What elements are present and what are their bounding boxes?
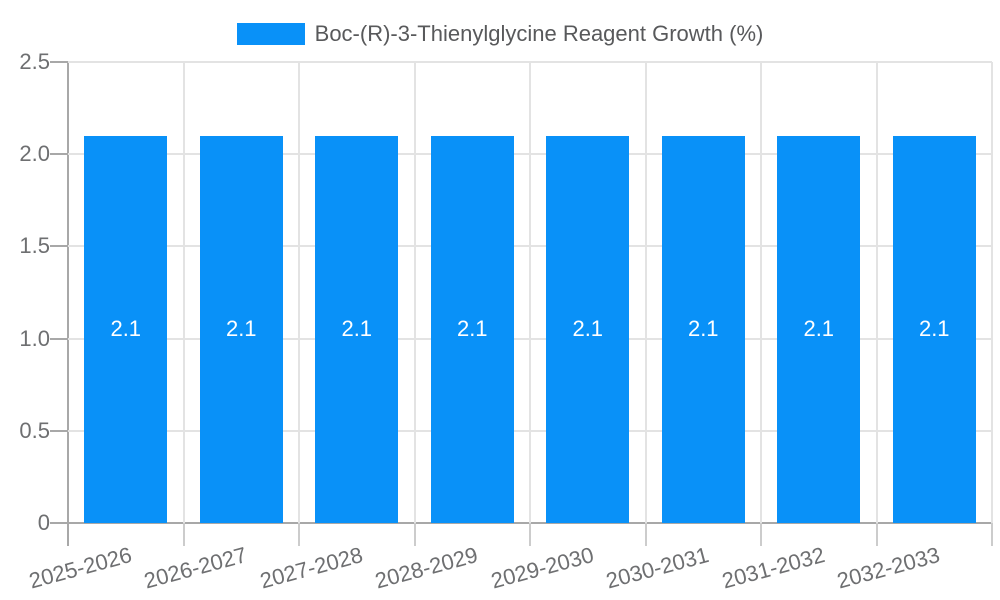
x-axis-tick-label: 2031-2032 xyxy=(718,542,827,594)
x-axis-tick xyxy=(529,523,531,546)
bar-value-label: 2.1 xyxy=(225,316,257,342)
y-axis-tick xyxy=(50,522,68,524)
bar-value-label: 2.1 xyxy=(456,316,488,342)
y-axis-tick xyxy=(50,337,68,340)
y-axis-tick-label: 2.0 xyxy=(19,141,50,167)
x-axis-tick-label: 2032-2033 xyxy=(834,542,943,594)
bar-value-label: 2.1 xyxy=(918,316,950,342)
y-axis-tick-label: 1.5 xyxy=(19,233,50,259)
x-axis-tick-label: 2027-2028 xyxy=(256,542,365,594)
legend-label: Boc-(R)-3-Thienylglycine Reagent Growth … xyxy=(314,21,764,46)
bar-value-label: 2.1 xyxy=(687,316,719,342)
y-axis-tick xyxy=(50,429,68,432)
y-axis-tick-label: 0.5 xyxy=(19,417,50,443)
x-axis-tick xyxy=(644,523,647,546)
x-axis-tick xyxy=(182,523,185,546)
plot-area: 2.1 2.1 2.1 2.1 2.1 2.1 2.1 2.1 xyxy=(68,61,993,523)
x-gridline xyxy=(760,62,762,523)
bar-value-label: 2.1 xyxy=(341,316,373,342)
y-axis-tick xyxy=(50,245,68,248)
bar[interactable] xyxy=(892,135,976,523)
y-axis-tick xyxy=(50,153,68,156)
legend-swatch xyxy=(236,23,305,45)
bar-value-label: 2.1 xyxy=(803,316,835,342)
bar[interactable] xyxy=(315,135,399,523)
chart-legend[interactable]: Boc-(R)-3-Thienylglycine Reagent Growth … xyxy=(0,21,1000,47)
x-axis-tick-label: 2025-2026 xyxy=(25,542,134,594)
y-axis-line xyxy=(67,62,69,546)
bar-value-label: 2.1 xyxy=(572,316,604,342)
bar[interactable] xyxy=(546,135,630,523)
x-gridline xyxy=(298,62,300,523)
x-axis-line xyxy=(50,522,992,524)
bar[interactable] xyxy=(430,135,514,523)
x-gridline xyxy=(875,62,878,523)
x-gridline xyxy=(529,62,531,523)
x-axis-tick-label: 2030-2031 xyxy=(603,542,712,594)
x-gridline xyxy=(413,62,416,523)
x-gridline xyxy=(991,62,993,523)
y-axis-tick-label: 0 xyxy=(37,510,50,535)
x-axis-tick-label: 2029-2030 xyxy=(487,542,596,594)
x-axis-tick xyxy=(298,523,300,546)
x-gridline xyxy=(182,62,185,523)
x-axis-tick-label: 2028-2029 xyxy=(372,542,481,594)
bar[interactable] xyxy=(777,135,861,523)
bar[interactable] xyxy=(199,135,283,523)
x-axis-tick xyxy=(875,523,878,546)
bar[interactable] xyxy=(661,135,745,523)
x-axis-tick xyxy=(991,523,993,546)
y-axis-tick-label: 1.0 xyxy=(19,325,50,351)
y-axis-tick xyxy=(50,61,68,63)
bar-value-label: 2.1 xyxy=(110,316,142,342)
x-axis-tick xyxy=(413,523,416,546)
y-axis-tick-label: 2.5 xyxy=(19,49,50,74)
x-axis-tick xyxy=(760,523,762,546)
x-axis-tick-label: 2026-2027 xyxy=(141,542,250,594)
x-gridline xyxy=(644,62,647,523)
bar[interactable] xyxy=(84,135,168,523)
